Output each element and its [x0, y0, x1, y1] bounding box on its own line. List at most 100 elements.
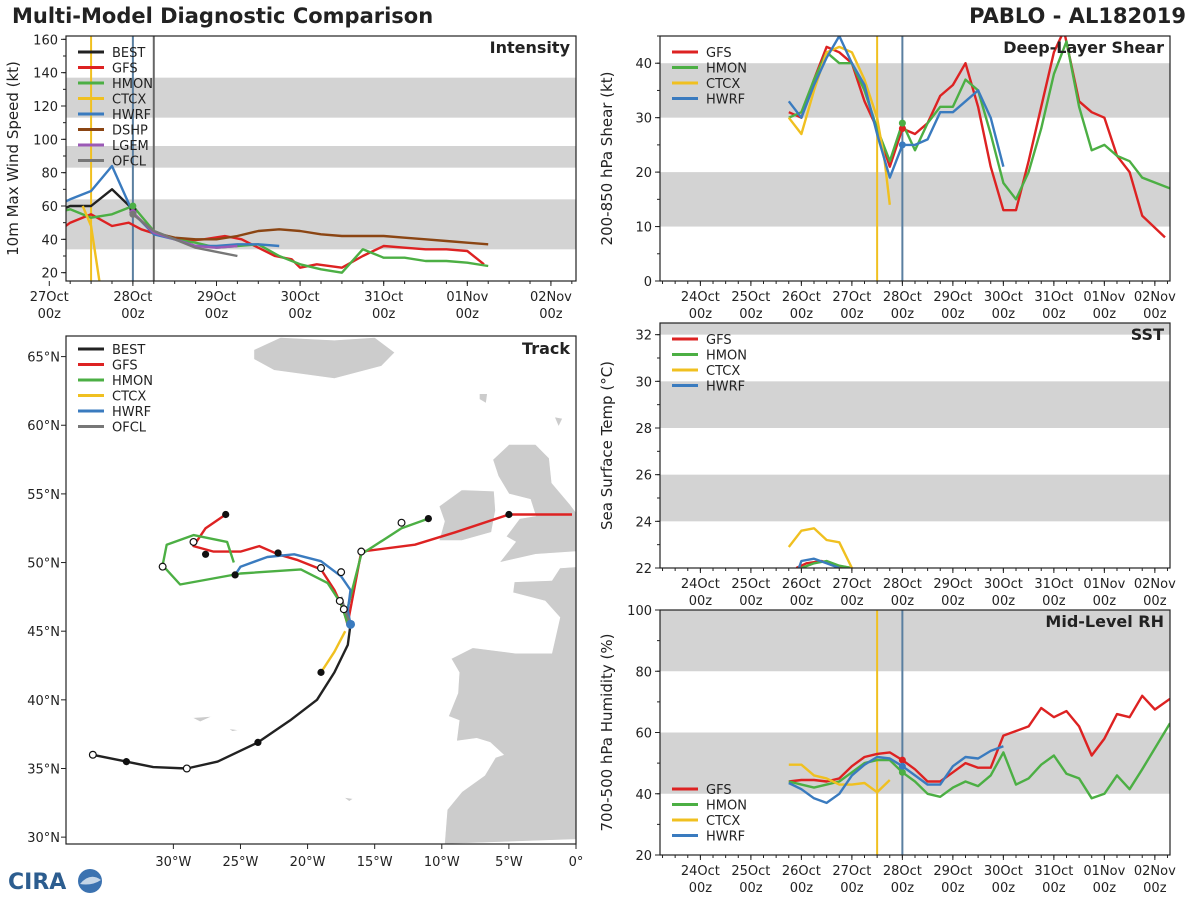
- plot-area: [660, 323, 1170, 568]
- y-tick-label: 32: [635, 329, 652, 344]
- track-point-00z: [201, 550, 210, 558]
- track-point-12z: [335, 596, 344, 605]
- series-hwrf: [797, 557, 840, 568]
- land-great-britain: [492, 444, 576, 563]
- x-tick-label-date: 25Oct: [731, 577, 770, 592]
- x-tick-label-date: 01Nov: [1083, 864, 1125, 879]
- track-point-00z: [274, 549, 282, 557]
- x-tick-label-hour: 00z: [941, 307, 965, 322]
- x-tick-label-date: 24Oct: [681, 864, 720, 879]
- y-axis-label: 200-850 hPa Shear (kt): [598, 72, 616, 246]
- legend-label: GFS: [112, 359, 138, 374]
- y-tick-label: 28: [635, 422, 652, 437]
- threshold-band: [660, 732, 1170, 794]
- x-tick-label-date: 02Nov: [1134, 290, 1176, 305]
- y-axis-label: Sea Surface Temp (°C): [598, 361, 616, 530]
- track-point-12z: [189, 537, 198, 546]
- lat-tick-label: 60°N: [27, 419, 60, 434]
- track-hwrf: [234, 553, 352, 625]
- legend-label: CTCX: [706, 814, 740, 829]
- legend-label: HWRF: [706, 380, 745, 395]
- y-axis-label: 700-500 hPa Humidity (%): [598, 633, 616, 831]
- x-tick-label-hour: 00z: [992, 594, 1016, 609]
- series-ctcx: [81, 205, 101, 281]
- x-tick-label-hour: 00z: [840, 307, 864, 322]
- x-tick-label-hour: 00z: [941, 881, 965, 896]
- legend-label: HMON: [112, 374, 153, 389]
- track-point-00z: [254, 738, 262, 747]
- x-tick-label-date: 27Oct: [832, 290, 871, 305]
- x-tick-label-hour: 00z: [205, 307, 229, 322]
- legend-label: CTCX: [706, 364, 740, 379]
- track-hmon: [161, 533, 349, 625]
- y-tick-label: 80: [41, 167, 58, 182]
- series-ctcx: [788, 763, 891, 794]
- x-tick-label-hour: 00z: [790, 307, 814, 322]
- track-point-00z: [231, 571, 239, 579]
- legend-label: HWRF: [112, 405, 151, 420]
- series-hmon: [788, 722, 1170, 800]
- legend-label: HMON: [112, 77, 153, 92]
- x-tick-label-date: 28Oct: [113, 290, 152, 305]
- track-point-12z: [397, 518, 406, 527]
- x-tick-label-date: 02Nov: [1134, 864, 1176, 879]
- x-tick-label-date: 01Nov: [1083, 577, 1125, 592]
- lon-tick-label: 0°: [569, 855, 584, 870]
- legend-label: CTCX: [112, 93, 146, 108]
- x-tick-label-hour: 00z: [689, 307, 713, 322]
- series-hmon: [800, 559, 853, 568]
- analysis-point: [898, 119, 906, 127]
- x-tick-label-hour: 00z: [456, 307, 480, 322]
- series-ctcx: [787, 527, 853, 568]
- x-tick-label-hour: 00z: [739, 594, 763, 609]
- x-tick-label-hour: 00z: [1093, 307, 1117, 322]
- x-tick-label-date: 30Oct: [281, 290, 320, 305]
- x-tick-label-date: 26Oct: [782, 577, 821, 592]
- y-tick-label: 20: [41, 267, 58, 282]
- legend-label: GFS: [706, 333, 732, 348]
- plot-area: [660, 36, 1170, 281]
- analysis-point: [129, 210, 137, 218]
- panel-track: 30°N 35°N 40°N 45°N 50°N 55°N 60°N 65°N 30°W 25°W…: [27, 335, 584, 870]
- land-faroe: [479, 393, 488, 404]
- panel-intensity: 20 40 60 80 100 120 140 160 10m Max Wind Speed (…: [4, 33, 577, 322]
- threshold-band: [660, 63, 1170, 118]
- panel-title: Intensity: [490, 38, 571, 57]
- legend-label: BEST: [112, 343, 145, 358]
- x-tick-label-date: 26Oct: [782, 864, 821, 879]
- x-tick-label-hour: 00z: [1042, 307, 1066, 322]
- track-point-12z: [88, 750, 97, 759]
- x-tick-label-date: 26Oct: [782, 290, 821, 305]
- y-tick-label: 140: [33, 67, 58, 82]
- plot-area: [66, 36, 576, 281]
- figure-title: Multi-Model Diagnostic Comparison: [12, 4, 434, 28]
- lat-tick-label: 50°N: [27, 557, 60, 572]
- y-tick-label: 20: [635, 849, 652, 864]
- y-tick-label: 40: [41, 233, 58, 248]
- legend-label: HWRF: [706, 830, 745, 845]
- map-frame: [65, 335, 577, 845]
- legend-label: GFS: [706, 46, 732, 61]
- lon-tick-label: 20°W: [290, 855, 326, 870]
- y-tick-label: 30: [635, 112, 652, 127]
- threshold-band: [660, 172, 1170, 227]
- panel-title: Mid-Level RH: [1045, 612, 1164, 631]
- analysis-point: [898, 768, 906, 776]
- legend-label: HMON: [706, 349, 747, 364]
- legend-label: GFS: [706, 783, 732, 798]
- x-tick-label-date: 01Nov: [1083, 290, 1125, 305]
- track-point-12z: [158, 562, 167, 571]
- lat-tick-label: 30°N: [27, 831, 60, 846]
- lon-tick-label: 10°W: [424, 855, 460, 870]
- panel-shear: 0 10 20 30 40 200-850 hPa Shear (kt) 24Oct 00z 2…: [598, 35, 1176, 322]
- x-tick-label-hour: 00z: [121, 307, 145, 322]
- land-madeira: [343, 797, 355, 802]
- x-tick-label-hour: 00z: [1042, 881, 1066, 896]
- track-point-00z: [317, 668, 325, 676]
- x-tick-label-hour: 00z: [1093, 594, 1117, 609]
- x-tick-label-date: 30Oct: [984, 290, 1023, 305]
